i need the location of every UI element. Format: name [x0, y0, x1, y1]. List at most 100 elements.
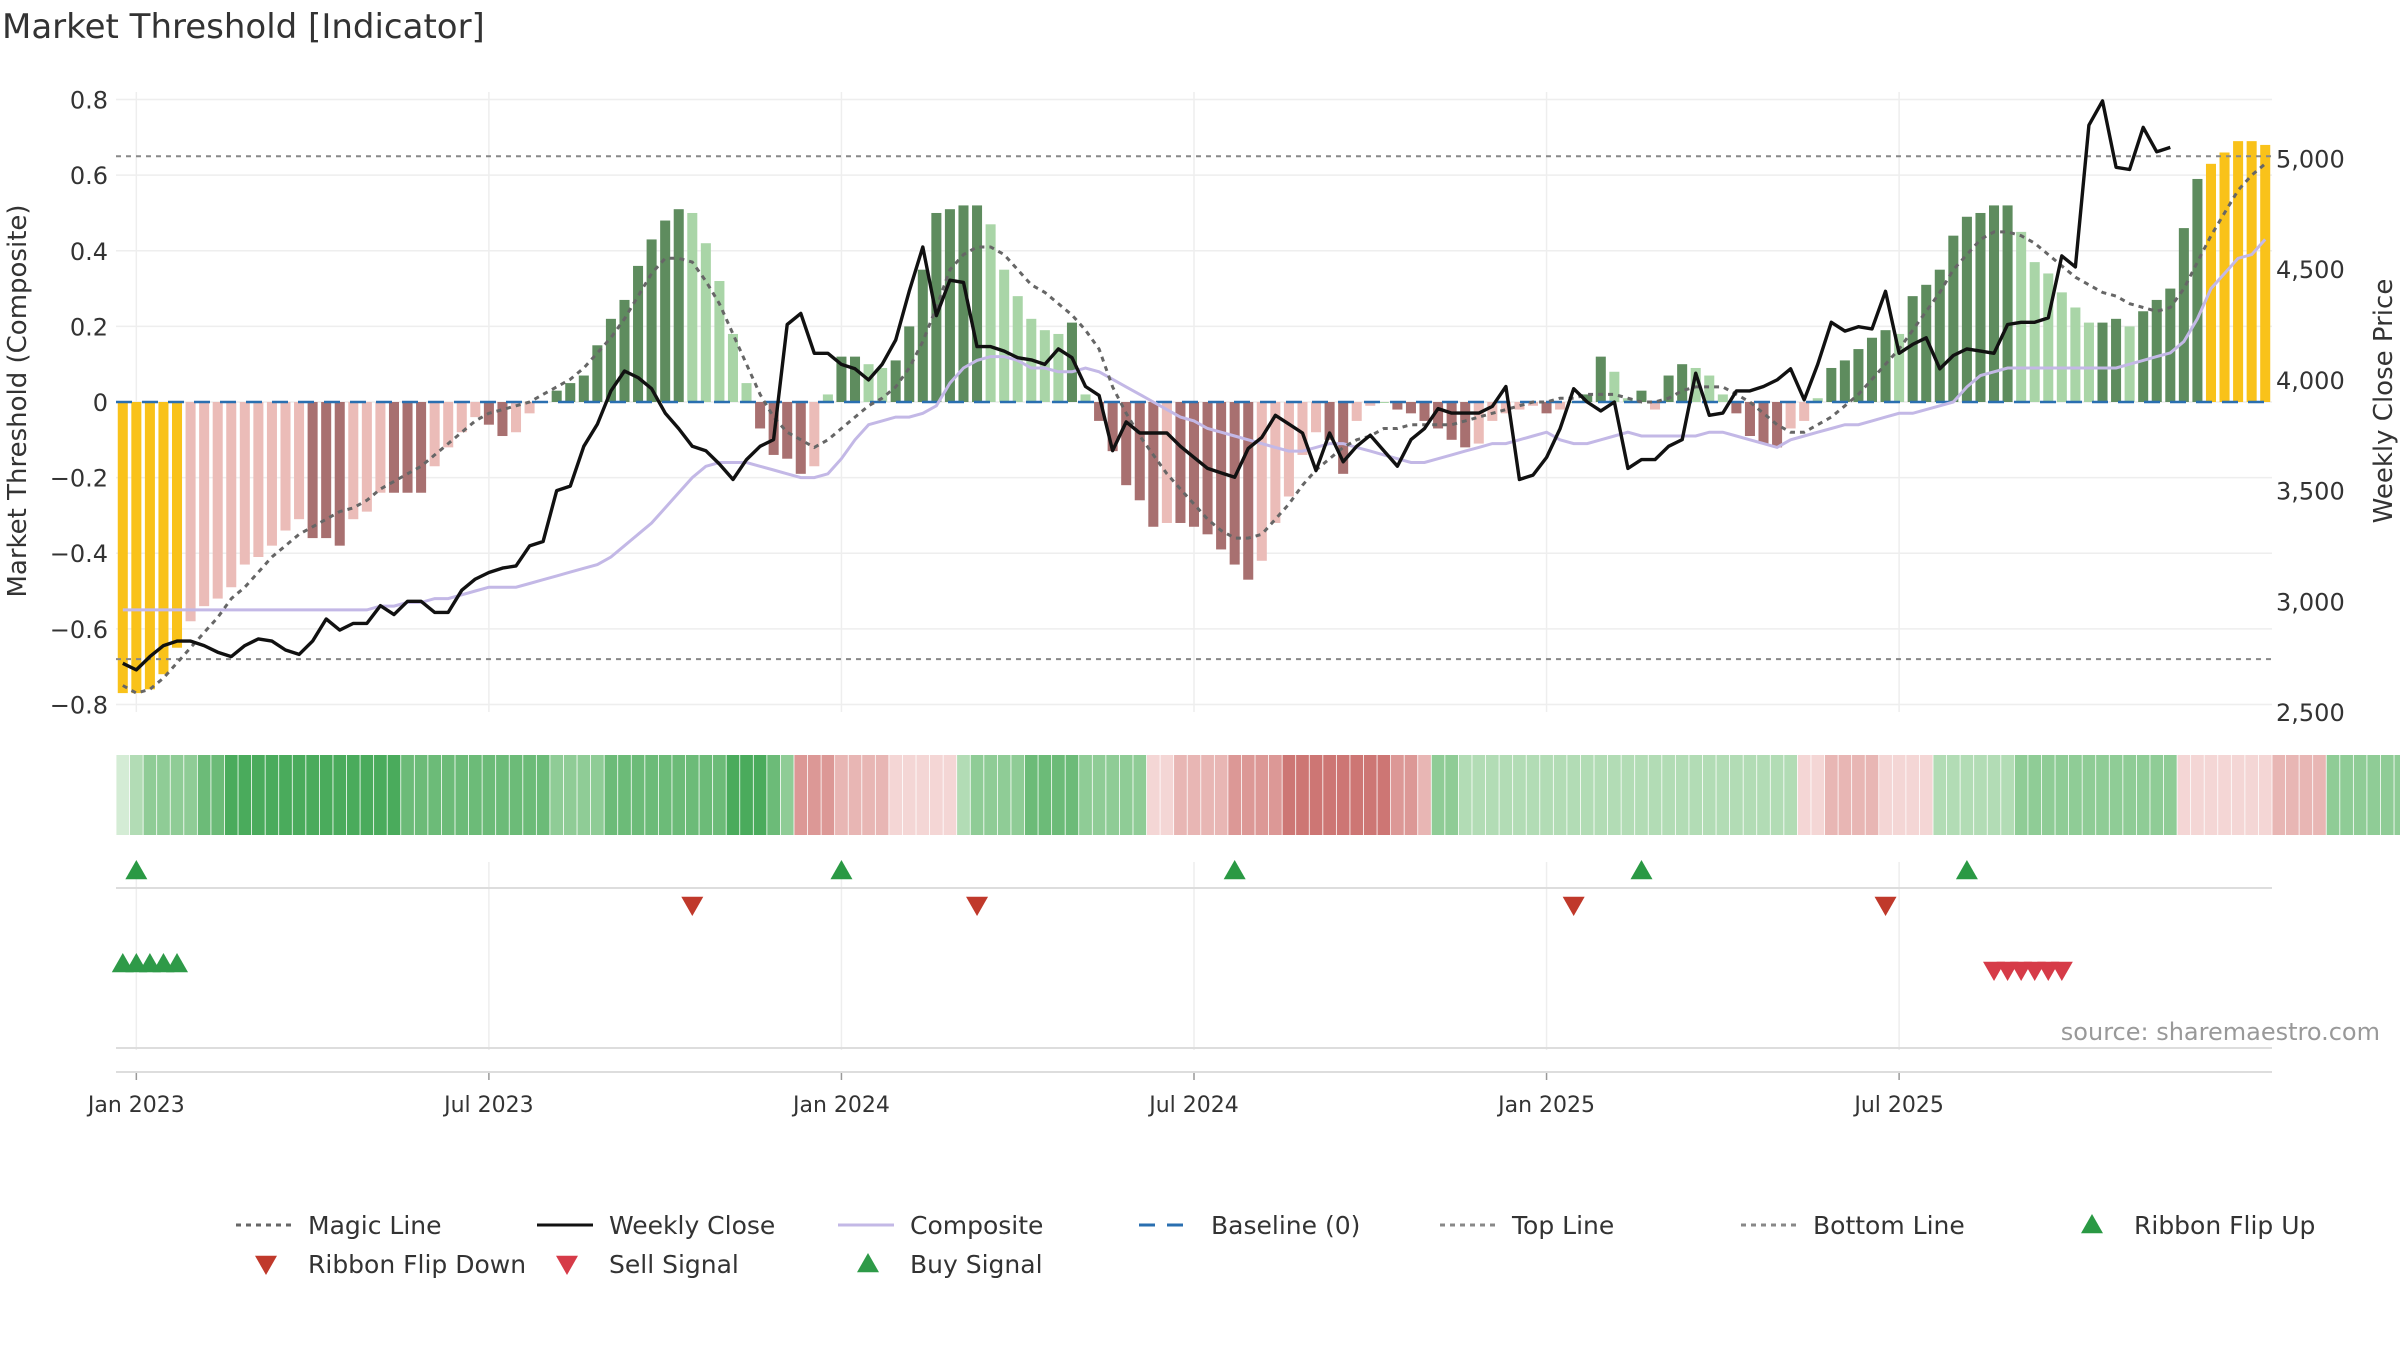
ribbon-cell — [1133, 755, 1147, 835]
y-tick-label-left: −0.6 — [50, 616, 108, 644]
ribbon-cell — [1553, 755, 1567, 835]
ribbon-cell — [496, 755, 509, 835]
histogram-bar — [2138, 311, 2149, 402]
histogram-bar — [619, 299, 630, 402]
histogram-bar — [1351, 402, 1362, 421]
sell-signal-marker — [2050, 961, 2073, 981]
legend-item: Top Line — [1440, 1211, 1614, 1240]
ribbon-cell — [536, 755, 550, 835]
ribbon-cell — [2285, 755, 2299, 835]
ribbon-cell — [1621, 755, 1635, 835]
histogram-bar — [2219, 152, 2230, 402]
histogram-bar — [1148, 402, 1159, 527]
histogram-bar — [1419, 402, 1430, 421]
ribbon-cell — [211, 755, 225, 835]
legend-symbol — [857, 1253, 879, 1273]
histogram-bar — [1080, 394, 1091, 402]
ribbon-cell — [590, 755, 604, 835]
ribbon-cell — [1784, 755, 1798, 835]
histogram-bar — [1989, 205, 2000, 402]
histogram-bar — [1690, 367, 1701, 402]
histogram-bar — [253, 402, 264, 557]
histogram-bar — [1961, 216, 1972, 402]
ribbon-cell — [1770, 755, 1784, 835]
legend-label: Bottom Line — [1813, 1211, 1965, 1240]
y-tick-label-right: 2,500 — [2276, 699, 2345, 727]
histogram-bar — [2151, 299, 2162, 402]
histogram-bar — [1975, 212, 1986, 402]
histogram-bar — [1934, 269, 1945, 402]
histogram-bar — [822, 394, 833, 402]
legend-item: Magic Line — [236, 1211, 442, 1240]
ribbon-cell — [1526, 755, 1540, 835]
ribbon-cell — [1431, 755, 1445, 835]
histogram-bar — [1161, 402, 1172, 523]
ribbon-cell — [1865, 755, 1879, 835]
ribbon-flip-up-marker — [1955, 860, 1978, 880]
ribbon-cell — [1160, 755, 1174, 835]
legend-symbol — [255, 1255, 277, 1275]
histogram-bar — [2165, 288, 2176, 402]
ribbon-cell — [2353, 755, 2367, 835]
x-tick-label: Jul 2024 — [1147, 1093, 1239, 1118]
histogram-bar — [1188, 402, 1200, 527]
ribbon-cell — [1689, 755, 1703, 835]
histogram-bar — [687, 212, 698, 402]
ribbon-cell — [360, 755, 374, 835]
histogram-bar — [429, 402, 440, 467]
histogram-bar — [294, 402, 305, 520]
ribbon-cell — [116, 755, 130, 835]
histogram-bar — [700, 243, 711, 402]
histogram-bar — [2192, 178, 2203, 402]
ribbon-cell — [1024, 755, 1038, 835]
ribbon-cell — [1241, 755, 1255, 835]
ribbon-cell — [238, 755, 252, 835]
ribbon-cell — [374, 755, 387, 835]
histogram-bar — [388, 402, 399, 493]
histogram-bar — [782, 402, 793, 459]
histogram-bar — [2246, 141, 2257, 402]
histogram-bar — [551, 390, 562, 402]
histogram-bar — [877, 367, 888, 402]
ribbon-cell — [889, 755, 903, 835]
histogram-bar — [1365, 402, 1376, 406]
histogram-bar — [1663, 375, 1674, 402]
ribbon-cell — [604, 755, 618, 835]
ribbon-cell — [2394, 755, 2400, 835]
ribbon-cell — [1418, 755, 1431, 835]
histogram-bar — [1216, 402, 1227, 550]
ribbon-cell — [455, 755, 469, 835]
histogram-bar — [172, 402, 183, 648]
ribbon-cell — [550, 755, 564, 835]
histogram-bar — [863, 364, 874, 402]
y-tick-label-right: 3,500 — [2276, 478, 2345, 506]
ribbon-cell — [1282, 755, 1296, 835]
histogram-bar — [565, 383, 576, 402]
ribbon-cell — [1472, 755, 1486, 835]
histogram-bar — [470, 402, 481, 418]
magic-line — [122, 162, 2267, 695]
y-tick-label-left: 0.8 — [70, 87, 108, 115]
ribbon-cell — [794, 755, 808, 835]
ribbon-cell — [1567, 755, 1581, 835]
ribbon-cell — [1852, 755, 1865, 835]
histogram-bar — [2029, 262, 2040, 402]
histogram-bar — [1460, 402, 1471, 448]
histogram-bar — [1094, 402, 1105, 421]
histogram-bar — [2111, 318, 2122, 402]
ribbon-cell — [1391, 755, 1404, 835]
ribbon-cell — [875, 755, 889, 835]
legend-item: Buy Signal — [857, 1250, 1043, 1279]
y-tick-label-left: −0.8 — [50, 691, 108, 719]
histogram-bar — [836, 356, 847, 402]
histogram-bar — [578, 375, 589, 402]
ribbon-cell — [2109, 755, 2123, 835]
ribbon-cell — [319, 755, 333, 835]
legend-item: Weekly Close — [537, 1211, 775, 1240]
ribbon-cell — [2001, 755, 2014, 835]
histogram-bar — [1948, 235, 1959, 402]
histogram-bar — [1514, 402, 1525, 410]
ribbon-cell — [2340, 755, 2353, 835]
histogram-bar — [1473, 402, 1484, 444]
